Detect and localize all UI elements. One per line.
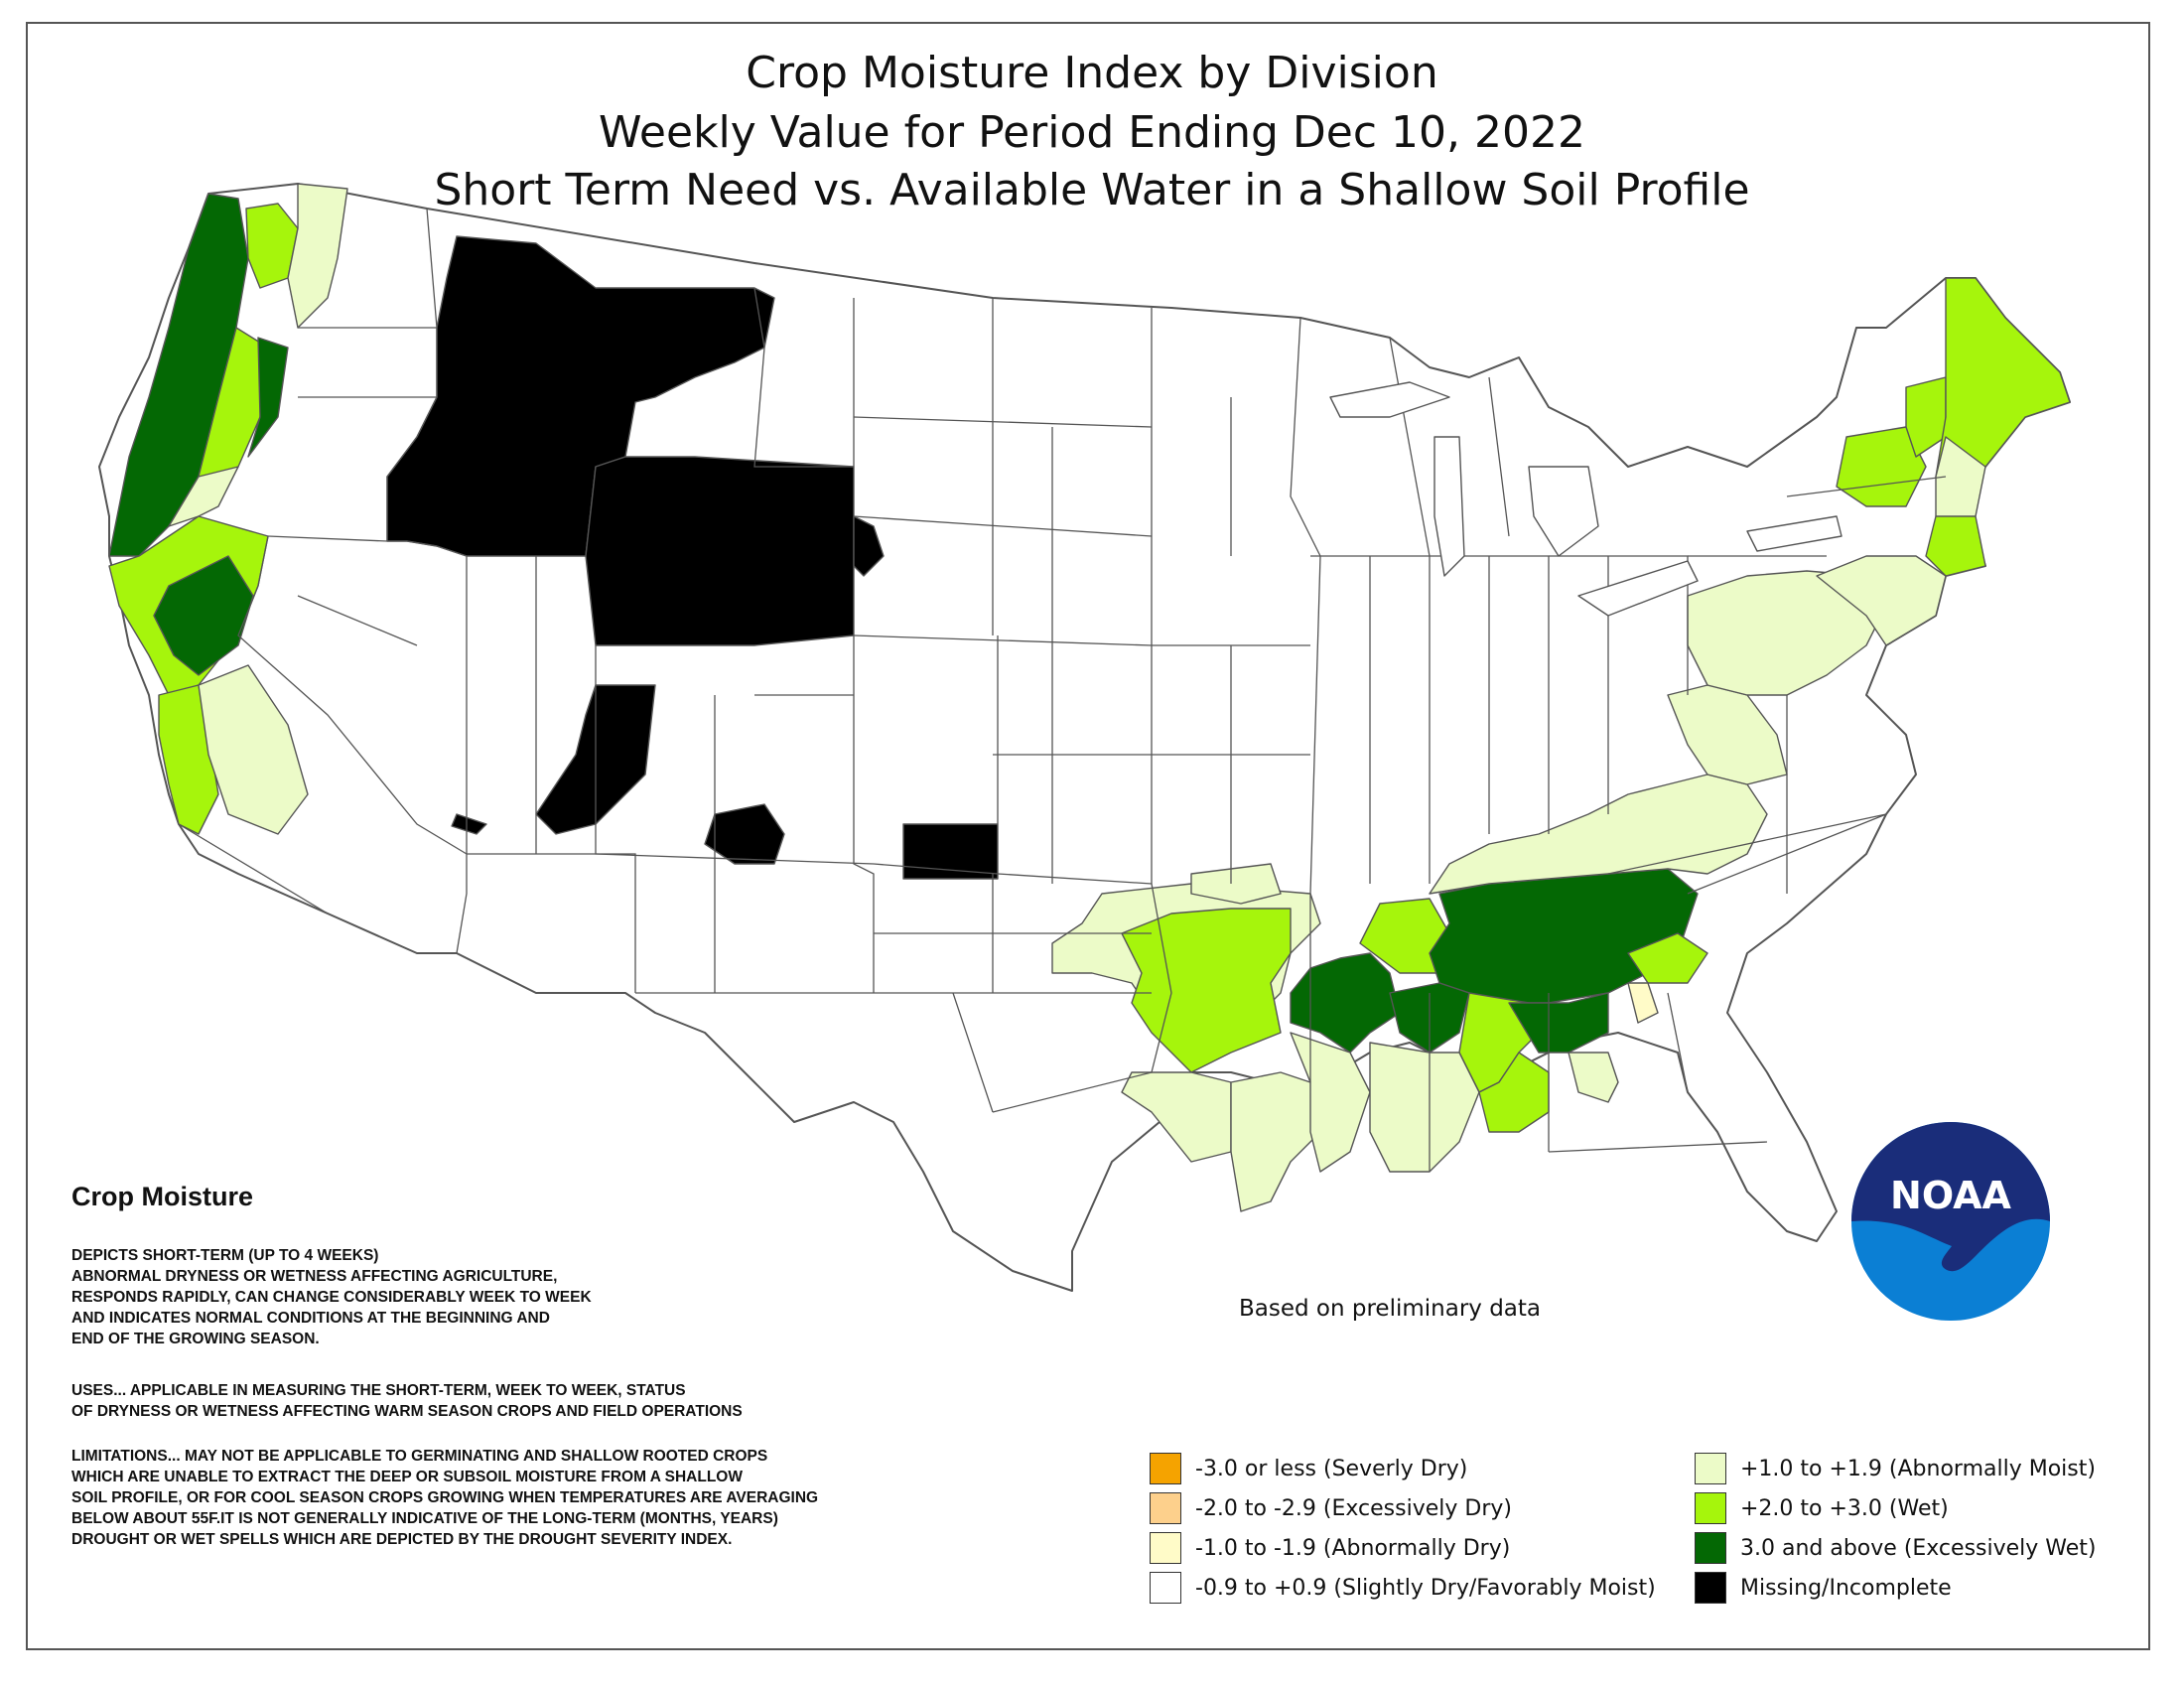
legend-label: Missing/Incomplete xyxy=(1740,1575,1952,1601)
division-sc-dry xyxy=(1627,982,1659,1024)
noaa-logo: NOAA xyxy=(1851,1122,2050,1321)
state-border-mi xyxy=(1488,376,1510,537)
state-border-mississippi xyxy=(1290,317,1321,895)
state-border-az-ca xyxy=(456,844,468,954)
division-pa-moist xyxy=(1687,570,1887,696)
division-ny-south-moist xyxy=(1816,555,1947,646)
division-nc-sc-wet xyxy=(1627,932,1708,984)
legend-description-heading: Crop Moisture xyxy=(71,1182,254,1211)
state-border-ny-ne xyxy=(1786,476,1947,497)
state-border-four-corners xyxy=(467,853,875,865)
map-frame xyxy=(26,22,2150,1650)
lake-michigan xyxy=(1433,436,1465,577)
legend-item-normal: -0.9 to +0.9 (Slightly Dry/Favorably Moi… xyxy=(1150,1572,1656,1604)
division-or-cascade xyxy=(247,337,289,458)
division-wy-missing xyxy=(585,456,855,646)
legend-item-excessively-wet: 3.0 and above (Excessively Wet) xyxy=(1695,1532,2097,1564)
division-al-moist xyxy=(1369,1042,1480,1173)
lake-huron xyxy=(1528,466,1599,557)
division-or-sw xyxy=(168,466,239,527)
state-border-sd-ne xyxy=(853,515,1153,537)
legend-label: -2.0 to -2.9 (Excessively Dry) xyxy=(1195,1495,1512,1521)
state-border-wi xyxy=(1389,337,1431,557)
division-ut-sw-missing xyxy=(451,813,487,835)
state-border-or-ca xyxy=(267,535,388,542)
division-tx-east-moist xyxy=(1121,1071,1232,1163)
state-border-ne-south xyxy=(853,634,1153,646)
state-border-tx-ok xyxy=(1151,883,1172,1073)
division-wa-cascade xyxy=(287,183,348,329)
legend-label: -1.0 to -1.9 (Abnormally Dry) xyxy=(1195,1535,1511,1561)
legend-swatch xyxy=(1150,1453,1181,1484)
title-line-1: Crop Moisture Index by Division xyxy=(746,48,1438,98)
division-la-moist xyxy=(1230,1071,1321,1212)
state-border-ca-nv xyxy=(237,535,468,855)
legend-swatch xyxy=(1695,1492,1726,1524)
legend-swatch xyxy=(1150,1492,1181,1524)
division-line-tx-west xyxy=(952,992,994,1113)
us-division-map xyxy=(98,183,2071,1292)
map-layer xyxy=(98,183,2071,1292)
legend-swatch xyxy=(1695,1532,1726,1564)
legend-item-abnormally-dry: -1.0 to -1.9 (Abnormally Dry) xyxy=(1150,1532,1510,1564)
description-limitations: LIMITATIONS... MAY NOT BE APPLICABLE TO … xyxy=(71,1448,819,1548)
division-me-wet xyxy=(1935,277,2071,497)
legend-label: -0.9 to +0.9 (Slightly Dry/Favorably Moi… xyxy=(1195,1575,1656,1601)
legend-item-abnormally-moist: +1.0 to +1.9 (Abnormally Moist) xyxy=(1695,1453,2096,1484)
description-uses: USES... APPLICABLE IN MEASURING THE SHOR… xyxy=(71,1382,743,1420)
state-border-tn-ky xyxy=(1607,813,1887,875)
division-ca-san-joaquin xyxy=(198,664,309,835)
title-line-2: Weekly Value for Period Ending Dec 10, 2… xyxy=(599,107,1585,158)
title-line-3: Short Term Need vs. Available Water in a… xyxy=(434,165,1750,215)
lake-superior xyxy=(1329,381,1450,418)
state-border-mt-wy xyxy=(753,287,854,468)
legend-swatch xyxy=(1695,1572,1726,1604)
division-line-nv xyxy=(297,595,418,646)
state-border-fl-ga xyxy=(1548,1141,1768,1153)
noaa-logo-bird xyxy=(1851,1122,2050,1272)
division-line-tx-mid xyxy=(992,1071,1153,1113)
legend-swatch xyxy=(1150,1532,1181,1564)
division-mo-south-moist xyxy=(1190,863,1282,905)
legend-label: +2.0 to +3.0 (Wet) xyxy=(1740,1495,1949,1521)
division-co-missing xyxy=(704,803,785,865)
state-border-ut-az xyxy=(595,645,636,993)
legend-item-excessively-dry: -2.0 to -2.9 (Excessively Dry) xyxy=(1150,1492,1512,1524)
state-border-id-or xyxy=(386,208,438,541)
division-ma-ct-wet xyxy=(1925,515,1986,577)
legend-label: +1.0 to +1.9 (Abnormally Moist) xyxy=(1740,1456,2096,1481)
state-border-ks-ok xyxy=(873,863,1153,885)
division-ca-sacramento xyxy=(153,555,254,676)
lake-erie xyxy=(1577,560,1699,617)
division-ks-missing xyxy=(902,823,999,880)
noaa-logo-text: NOAA xyxy=(1890,1174,2011,1217)
preliminary-data-note: Based on preliminary data xyxy=(1239,1296,1542,1322)
state-border-nd-sd xyxy=(853,416,1153,428)
division-wy-ne-missing xyxy=(853,515,885,577)
legend-swatch xyxy=(1150,1572,1181,1604)
legend-label: 3.0 and above (Excessively Wet) xyxy=(1740,1535,2097,1561)
description-depicts: DEPICTS SHORT-TERM (UP TO 4 WEEKS) ABNOR… xyxy=(71,1247,592,1347)
division-al-ne-xwet xyxy=(1508,992,1609,1054)
legend-item-missing: Missing/Incomplete xyxy=(1695,1572,1952,1604)
legend-swatch xyxy=(1695,1453,1726,1484)
lake-ontario xyxy=(1746,515,1843,552)
division-ga-east-moist xyxy=(1568,1052,1619,1103)
legend-item-severely-dry: -3.0 or less (Severly Dry) xyxy=(1150,1453,1467,1484)
division-vt-wet xyxy=(1905,376,1947,458)
state-border-nv-ut xyxy=(387,540,468,844)
division-line-sc xyxy=(1667,992,1689,1093)
state-border-ca-south xyxy=(178,823,329,914)
legend-label: -3.0 or less (Severly Dry) xyxy=(1195,1456,1468,1481)
legend-item-wet: +2.0 to +3.0 (Wet) xyxy=(1695,1492,1949,1524)
